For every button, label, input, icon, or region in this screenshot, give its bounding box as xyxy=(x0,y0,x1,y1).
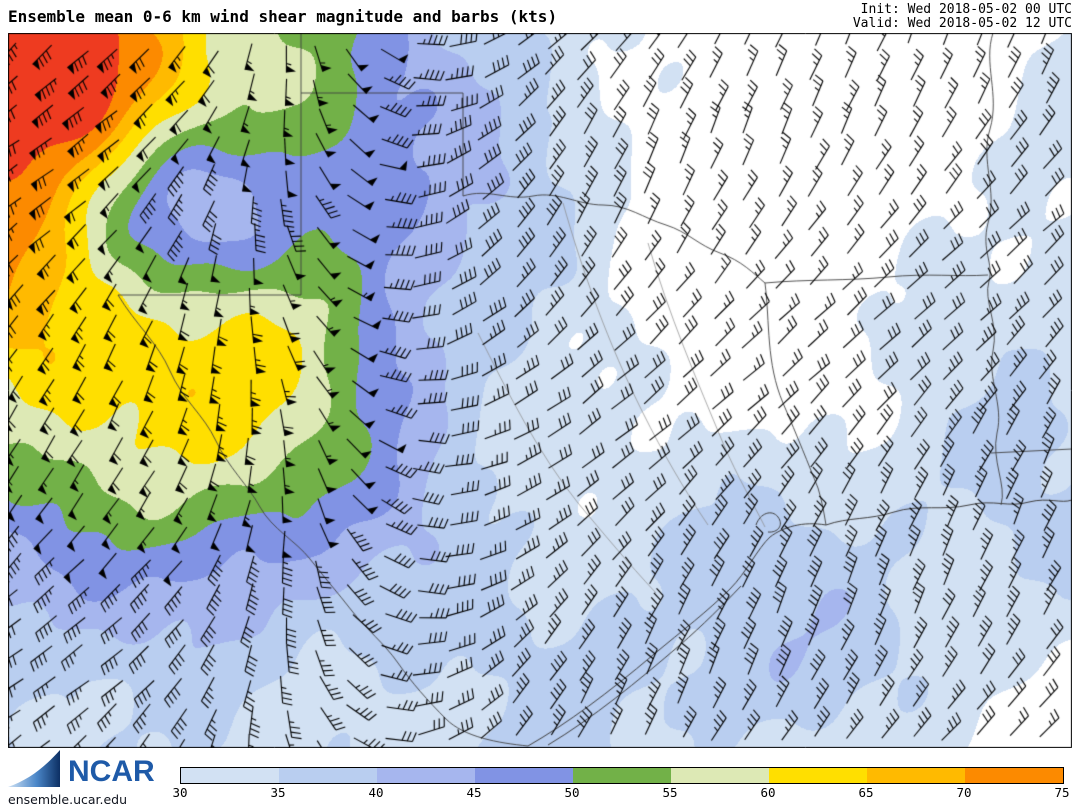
colorbar-segment xyxy=(769,768,867,783)
colorbar-segment xyxy=(867,768,965,783)
init-time-label: Init: Wed 2018-05-02 00 UTC xyxy=(860,2,1072,17)
run-timestamps: Init: Wed 2018-05-02 00 UTC Valid: Wed 2… xyxy=(853,3,1072,31)
ncar-swoosh-icon xyxy=(8,750,60,787)
colorbar-segment xyxy=(377,768,475,783)
colorbar-segment xyxy=(573,768,671,783)
colorbar-tick-label: 60 xyxy=(760,785,776,800)
site-url: ensemble.ucar.edu xyxy=(8,792,128,807)
colorbar-tick-label: 65 xyxy=(858,785,874,800)
colorbar-segment xyxy=(279,768,377,783)
valid-time-label: Valid: Wed 2018-05-02 12 UTC xyxy=(852,16,1072,31)
colorbar-labels: 30 35 40 45 50 55 60 65 70 75 xyxy=(172,785,1069,801)
colorbar xyxy=(180,767,1064,784)
page-title: Ensemble mean 0-6 km wind shear magnitud… xyxy=(8,7,558,26)
colorbar-tick-label: 75 xyxy=(1054,785,1070,800)
colorbar-tick-label: 45 xyxy=(466,785,482,800)
ncar-logo: NCAR xyxy=(8,750,155,788)
colorbar-tick-label: 55 xyxy=(662,785,678,800)
colorbar-tick-label: 30 xyxy=(172,785,188,800)
colorbar-segment xyxy=(475,768,573,783)
colorbar-segment xyxy=(181,768,279,783)
colorbar-tick-label: 35 xyxy=(270,785,286,800)
colorbar-segment xyxy=(965,768,1063,783)
shear-map-canvas xyxy=(8,33,1072,748)
colorbar-tick-label: 70 xyxy=(956,785,972,800)
colorbar-segment xyxy=(671,768,769,783)
colorbar-tick-label: 40 xyxy=(368,785,384,800)
ncar-logo-text: NCAR xyxy=(68,755,155,788)
colorbar-tick-label: 50 xyxy=(564,785,580,800)
